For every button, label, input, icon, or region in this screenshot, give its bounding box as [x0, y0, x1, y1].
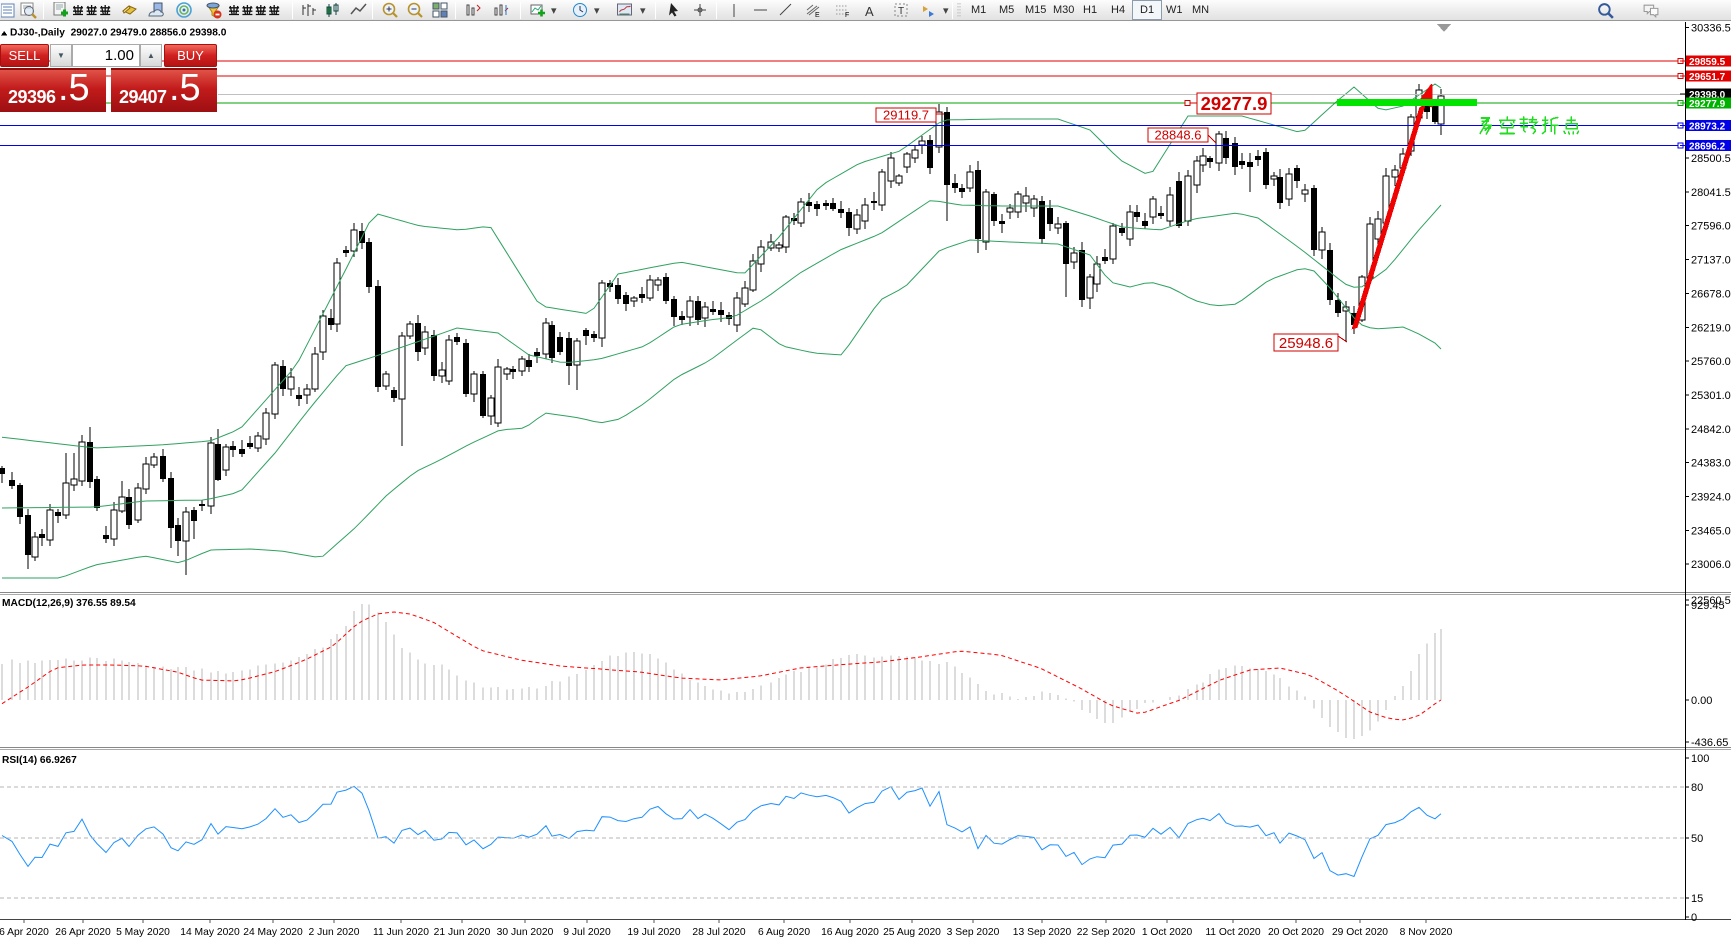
svg-text:1 Oct 2020: 1 Oct 2020 [1142, 927, 1193, 938]
svg-text:11 Oct 2020: 11 Oct 2020 [1205, 927, 1261, 938]
svg-text:27137.0: 27137.0 [1691, 255, 1731, 267]
svg-text:29277.9: 29277.9 [1201, 93, 1268, 114]
svg-text:30336.5: 30336.5 [1691, 23, 1731, 35]
svg-text:23006.0: 23006.0 [1691, 559, 1731, 571]
svg-text:25301.0: 25301.0 [1691, 390, 1731, 402]
svg-text:16 Aug 2020: 16 Aug 2020 [821, 927, 879, 938]
svg-text:29 Oct 2020: 29 Oct 2020 [1332, 927, 1388, 938]
svg-text:26678.0: 26678.0 [1691, 288, 1731, 300]
svg-text:29398.0: 29398.0 [1689, 90, 1726, 101]
svg-text:26219.0: 26219.0 [1691, 322, 1731, 334]
svg-text:28041.5: 28041.5 [1691, 187, 1731, 199]
svg-text:13 Sep 2020: 13 Sep 2020 [1013, 927, 1072, 938]
svg-text:27596.0: 27596.0 [1691, 221, 1731, 233]
svg-text:0: 0 [1691, 912, 1697, 924]
svg-text:14 May 2020: 14 May 2020 [180, 927, 240, 938]
svg-text:28973.2: 28973.2 [1689, 121, 1726, 132]
svg-text:6 Aug 2020: 6 Aug 2020 [758, 927, 810, 938]
svg-text:21 Jun 2020: 21 Jun 2020 [434, 927, 491, 938]
svg-text:929.45: 929.45 [1691, 600, 1725, 612]
svg-text:DJ30-,Daily 29027.0 29479.0 2: DJ30-,Daily 29027.0 29479.0 28856.0 2939… [10, 28, 227, 39]
svg-text:28696.2: 28696.2 [1689, 141, 1726, 152]
svg-text:-436.65: -436.65 [1691, 737, 1728, 749]
svg-text:50: 50 [1691, 833, 1703, 845]
svg-text:RSI(14) 66.9267: RSI(14) 66.9267 [2, 755, 77, 766]
svg-text:30 Jun 2020: 30 Jun 2020 [497, 927, 554, 938]
svg-text:29651.7: 29651.7 [1689, 72, 1726, 83]
svg-text:29277.9: 29277.9 [1689, 99, 1726, 110]
svg-text:24383.0: 24383.0 [1691, 458, 1731, 470]
svg-text:MACD(12,26,9) 376.55 89.54: MACD(12,26,9) 376.55 89.54 [2, 598, 136, 609]
svg-text:T: T [898, 6, 904, 17]
svg-text:15: 15 [1691, 893, 1703, 905]
svg-text:28848.6: 28848.6 [1155, 128, 1202, 143]
svg-text:9 Jul 2020: 9 Jul 2020 [563, 927, 611, 938]
svg-text:E: E [815, 12, 820, 19]
svg-text:100: 100 [1691, 753, 1709, 765]
svg-text:23465.0: 23465.0 [1691, 525, 1731, 537]
svg-text:3 Sep 2020: 3 Sep 2020 [947, 927, 1000, 938]
svg-text:22560.5: 22560.5 [1691, 595, 1731, 607]
svg-text:23924.0: 23924.0 [1691, 492, 1731, 504]
svg-text:25948.6: 25948.6 [1279, 335, 1333, 352]
svg-text:20 Oct 2020: 20 Oct 2020 [1268, 927, 1324, 938]
svg-text:28500.5: 28500.5 [1691, 153, 1731, 165]
svg-text:29859.5: 29859.5 [1689, 57, 1726, 68]
svg-text:26 Apr 2020: 26 Apr 2020 [55, 927, 111, 938]
svg-text:24 May 2020: 24 May 2020 [243, 927, 303, 938]
svg-text:28 Jul 2020: 28 Jul 2020 [692, 927, 746, 938]
svg-text:5 May 2020: 5 May 2020 [116, 927, 170, 938]
svg-text:24842.0: 24842.0 [1691, 424, 1731, 436]
svg-text:11 Jun 2020: 11 Jun 2020 [373, 927, 429, 938]
svg-text:29119.7: 29119.7 [883, 108, 929, 123]
svg-text:6 Apr 2020: 6 Apr 2020 [0, 927, 49, 938]
svg-text:F: F [845, 12, 849, 19]
svg-text:25760.0: 25760.0 [1691, 356, 1731, 368]
svg-text:80: 80 [1691, 782, 1703, 794]
svg-text:8 Nov 2020: 8 Nov 2020 [1400, 927, 1453, 938]
svg-text:0.00: 0.00 [1691, 695, 1712, 707]
svg-text:19 Jul 2020: 19 Jul 2020 [627, 927, 681, 938]
svg-text:2 Jun 2020: 2 Jun 2020 [309, 927, 360, 938]
svg-text:25 Aug 2020: 25 Aug 2020 [883, 927, 941, 938]
svg-text:22 Sep 2020: 22 Sep 2020 [1077, 927, 1136, 938]
